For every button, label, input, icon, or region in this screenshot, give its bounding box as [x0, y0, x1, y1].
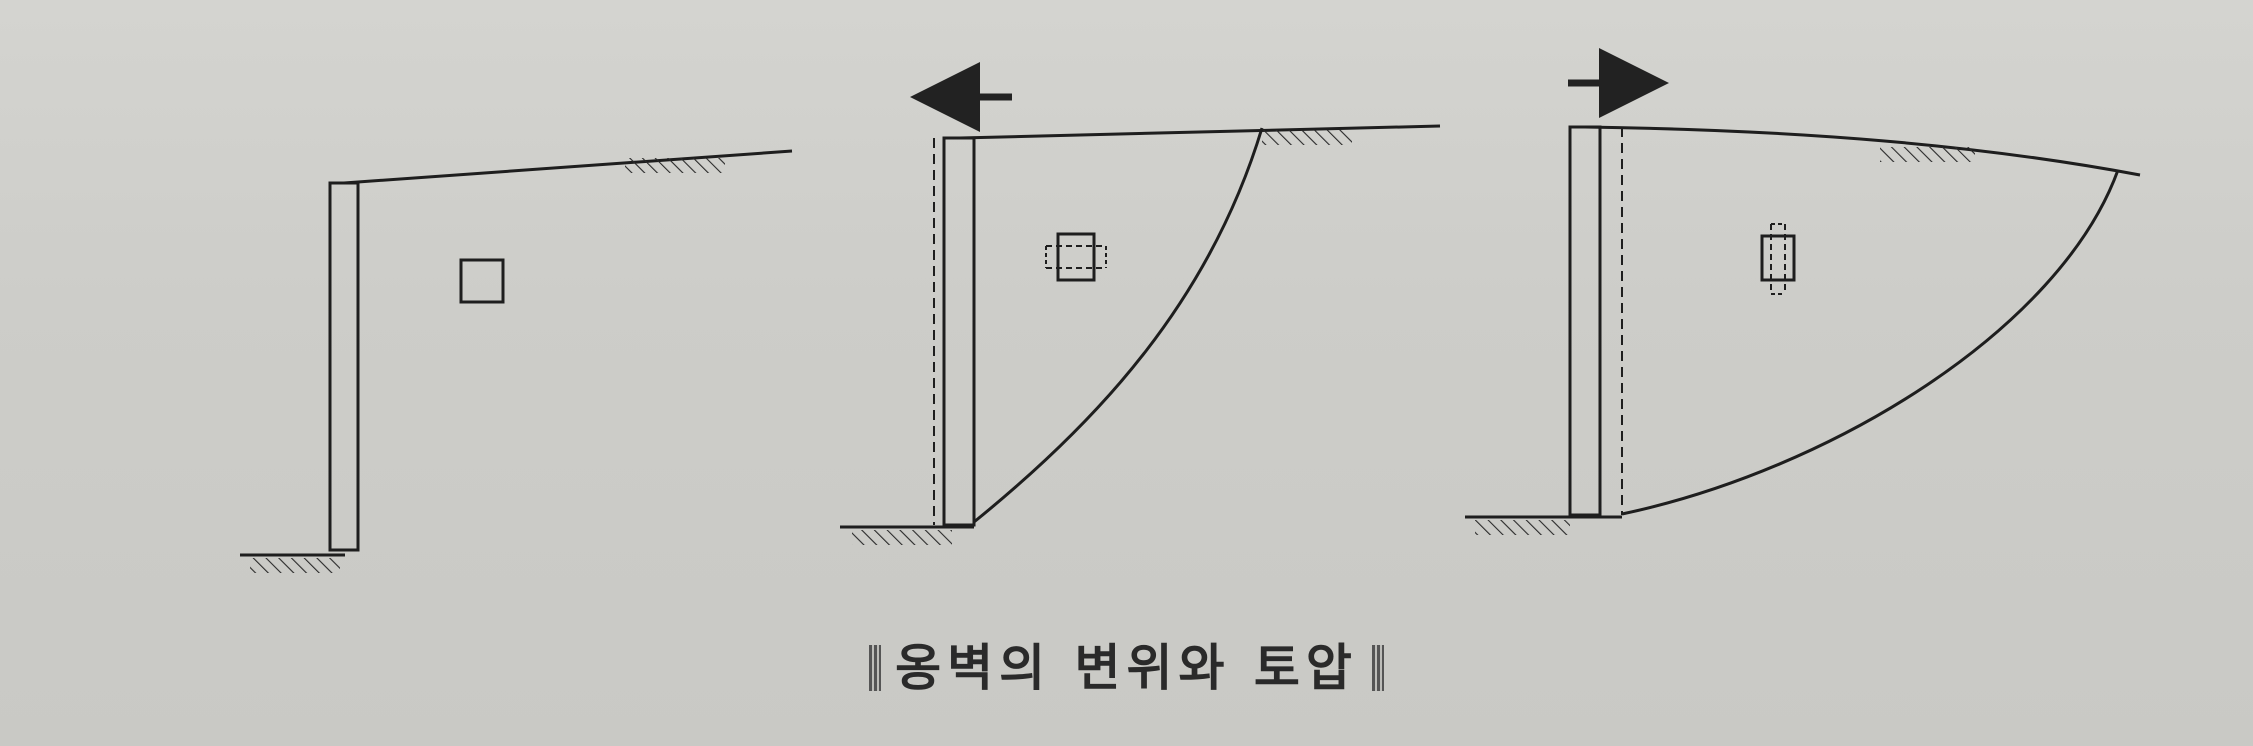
retaining-wall [1568, 125, 1602, 517]
square-element-icon [459, 258, 505, 304]
element-horizontal-expansion-icon [1045, 232, 1107, 282]
panel-active [840, 62, 1441, 545]
ground-hatch [625, 158, 725, 173]
backfill-surface [343, 149, 793, 185]
caption-text: 옹벽의 변위와 토압 [895, 639, 1358, 697]
figure-caption: 옹벽의 변위와 토압 [0, 628, 2253, 700]
retaining-wall [942, 136, 976, 527]
panel-passive [1465, 48, 2141, 535]
caption-bar-icon [869, 645, 882, 691]
failure-surface [973, 127, 1264, 524]
caption-bar-icon [1371, 645, 1384, 691]
backfill-surface [959, 124, 1441, 140]
ground-hatch [250, 558, 340, 573]
ground-hatch [1880, 147, 1975, 162]
failure-surface [1621, 169, 2120, 516]
element-vertical-expansion-icon [1760, 223, 1796, 295]
ground-hatch [852, 530, 952, 545]
ground-hatch [1475, 520, 1570, 535]
retaining-wall [328, 181, 360, 552]
ground-hatch [1262, 130, 1352, 145]
panel-at-rest [240, 149, 793, 573]
backfill-surface [1584, 125, 2141, 177]
